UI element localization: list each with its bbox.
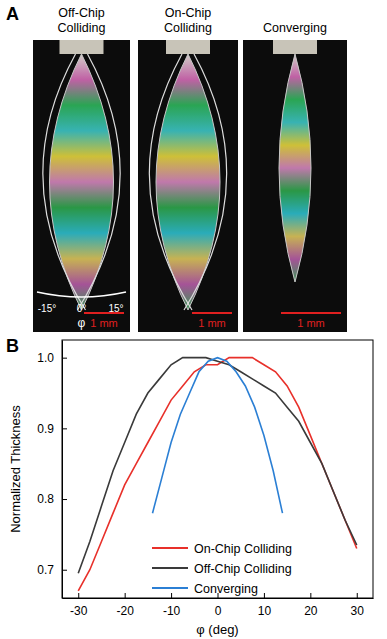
angle-label: -15° <box>38 303 56 314</box>
plot-frame <box>62 340 373 598</box>
photo-title-line: Colliding <box>58 21 106 35</box>
y-tick-label: 0.9 <box>37 422 54 436</box>
photo <box>33 40 130 332</box>
x-tick-mark <box>171 593 172 598</box>
liquid-sheet <box>156 54 220 310</box>
scale-bar-label: 1 mm <box>297 317 325 329</box>
y-tick: 0.8 <box>37 492 67 506</box>
x-tick-mark <box>264 593 265 598</box>
rim <box>184 54 227 310</box>
x-tick: 20 <box>304 593 318 618</box>
x-tick-mark <box>357 593 358 598</box>
capillary-holder <box>60 40 104 54</box>
photo-title-line: On-Chip <box>165 6 212 20</box>
x-tick-mark <box>125 593 126 598</box>
capillary-holder <box>166 40 210 54</box>
x-tick: -30 <box>70 593 88 618</box>
legend: On-Chip Colliding Off-Chip Colliding Conve… <box>152 542 292 596</box>
liquid-sheet <box>50 54 114 310</box>
x-tick-label: -10 <box>163 604 181 618</box>
y-tick-label: 1.0 <box>37 351 54 365</box>
legend-label: Off-Chip Colliding <box>194 562 292 576</box>
legend-swatch <box>152 567 188 569</box>
y-tick-label: 0.7 <box>37 563 54 577</box>
y-tick: 1.0 <box>37 351 67 365</box>
x-tick-mark <box>78 593 79 598</box>
x-tick-label: 20 <box>304 604 318 618</box>
y-axis: 0.7 0.8 0.9 1.0 <box>37 341 67 599</box>
x-tick-label: 30 <box>351 604 365 618</box>
y-tick-label: 0.8 <box>37 492 54 506</box>
panel-label: B <box>6 336 19 356</box>
y-tick-mark <box>62 570 67 571</box>
photo-title: Converging <box>263 21 327 35</box>
legend-swatch <box>152 587 188 589</box>
angle-arc <box>37 292 126 297</box>
photo-title: Off-ChipColliding <box>58 6 106 35</box>
rim <box>149 54 192 310</box>
photo-title-line: Colliding <box>164 21 212 35</box>
photo-background <box>138 40 238 332</box>
angle-label: 0° <box>77 303 87 314</box>
scale-bar <box>281 312 341 314</box>
series-line <box>78 358 357 591</box>
y-axis-line <box>62 341 63 599</box>
x-tick-label: -20 <box>116 604 134 618</box>
series-line <box>153 358 283 514</box>
photo-background <box>33 40 130 332</box>
angle-label: 15° <box>108 303 123 314</box>
x-axis: -30 -20 -10 0 10 20 30 <box>63 593 374 618</box>
y-tick-mark <box>62 499 67 500</box>
x-tick-label: -30 <box>70 604 88 618</box>
x-tick: 10 <box>258 593 272 618</box>
x-tick: 30 <box>351 593 365 618</box>
x-axis-title: φ (deg) <box>196 622 238 637</box>
legend-label: Converging <box>194 582 258 596</box>
plot-area <box>78 358 357 591</box>
photo-background <box>243 40 347 332</box>
scale-bar-label: 1 mm <box>198 317 226 329</box>
x-tick: 0 <box>215 593 222 618</box>
y-tick-mark <box>62 358 67 359</box>
y-tick-mark <box>62 428 67 429</box>
rim <box>78 54 121 310</box>
x-tick-label: 10 <box>258 604 272 618</box>
figure: AOff-ChipColliding1 mmOn-ChipColliding1 … <box>0 0 387 639</box>
photo-title: On-ChipColliding <box>164 6 212 35</box>
y-axis-title: Normalized Thickness <box>8 405 23 533</box>
x-tick: -20 <box>116 593 134 618</box>
series-line <box>78 358 357 574</box>
legend-swatch <box>152 547 188 549</box>
y-tick: 0.7 <box>37 563 67 577</box>
x-tick-label: 0 <box>215 604 222 618</box>
scale-bar-label: 1 mm <box>90 317 118 329</box>
photo <box>243 40 347 332</box>
legend-label: On-Chip Colliding <box>194 542 292 556</box>
x-axis-line <box>63 598 374 599</box>
capillary-holder <box>273 40 317 54</box>
scale-bar <box>192 312 232 314</box>
rim <box>43 54 86 310</box>
photo-title-line: Converging <box>263 21 327 35</box>
angle-symbol: φ <box>78 316 86 330</box>
photo <box>138 40 238 332</box>
y-tick: 0.9 <box>37 422 67 436</box>
photo-title-line: Off-Chip <box>58 6 104 20</box>
x-tick: -10 <box>163 593 181 618</box>
liquid-sheet <box>279 54 311 282</box>
panel-label: A <box>6 4 19 24</box>
x-tick-mark <box>310 593 311 598</box>
